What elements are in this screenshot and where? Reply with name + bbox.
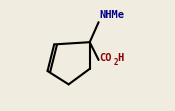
Text: 2: 2 [114,58,118,67]
Text: CO: CO [100,53,112,63]
Text: H: H [117,53,123,63]
Text: NHMe: NHMe [100,10,125,20]
